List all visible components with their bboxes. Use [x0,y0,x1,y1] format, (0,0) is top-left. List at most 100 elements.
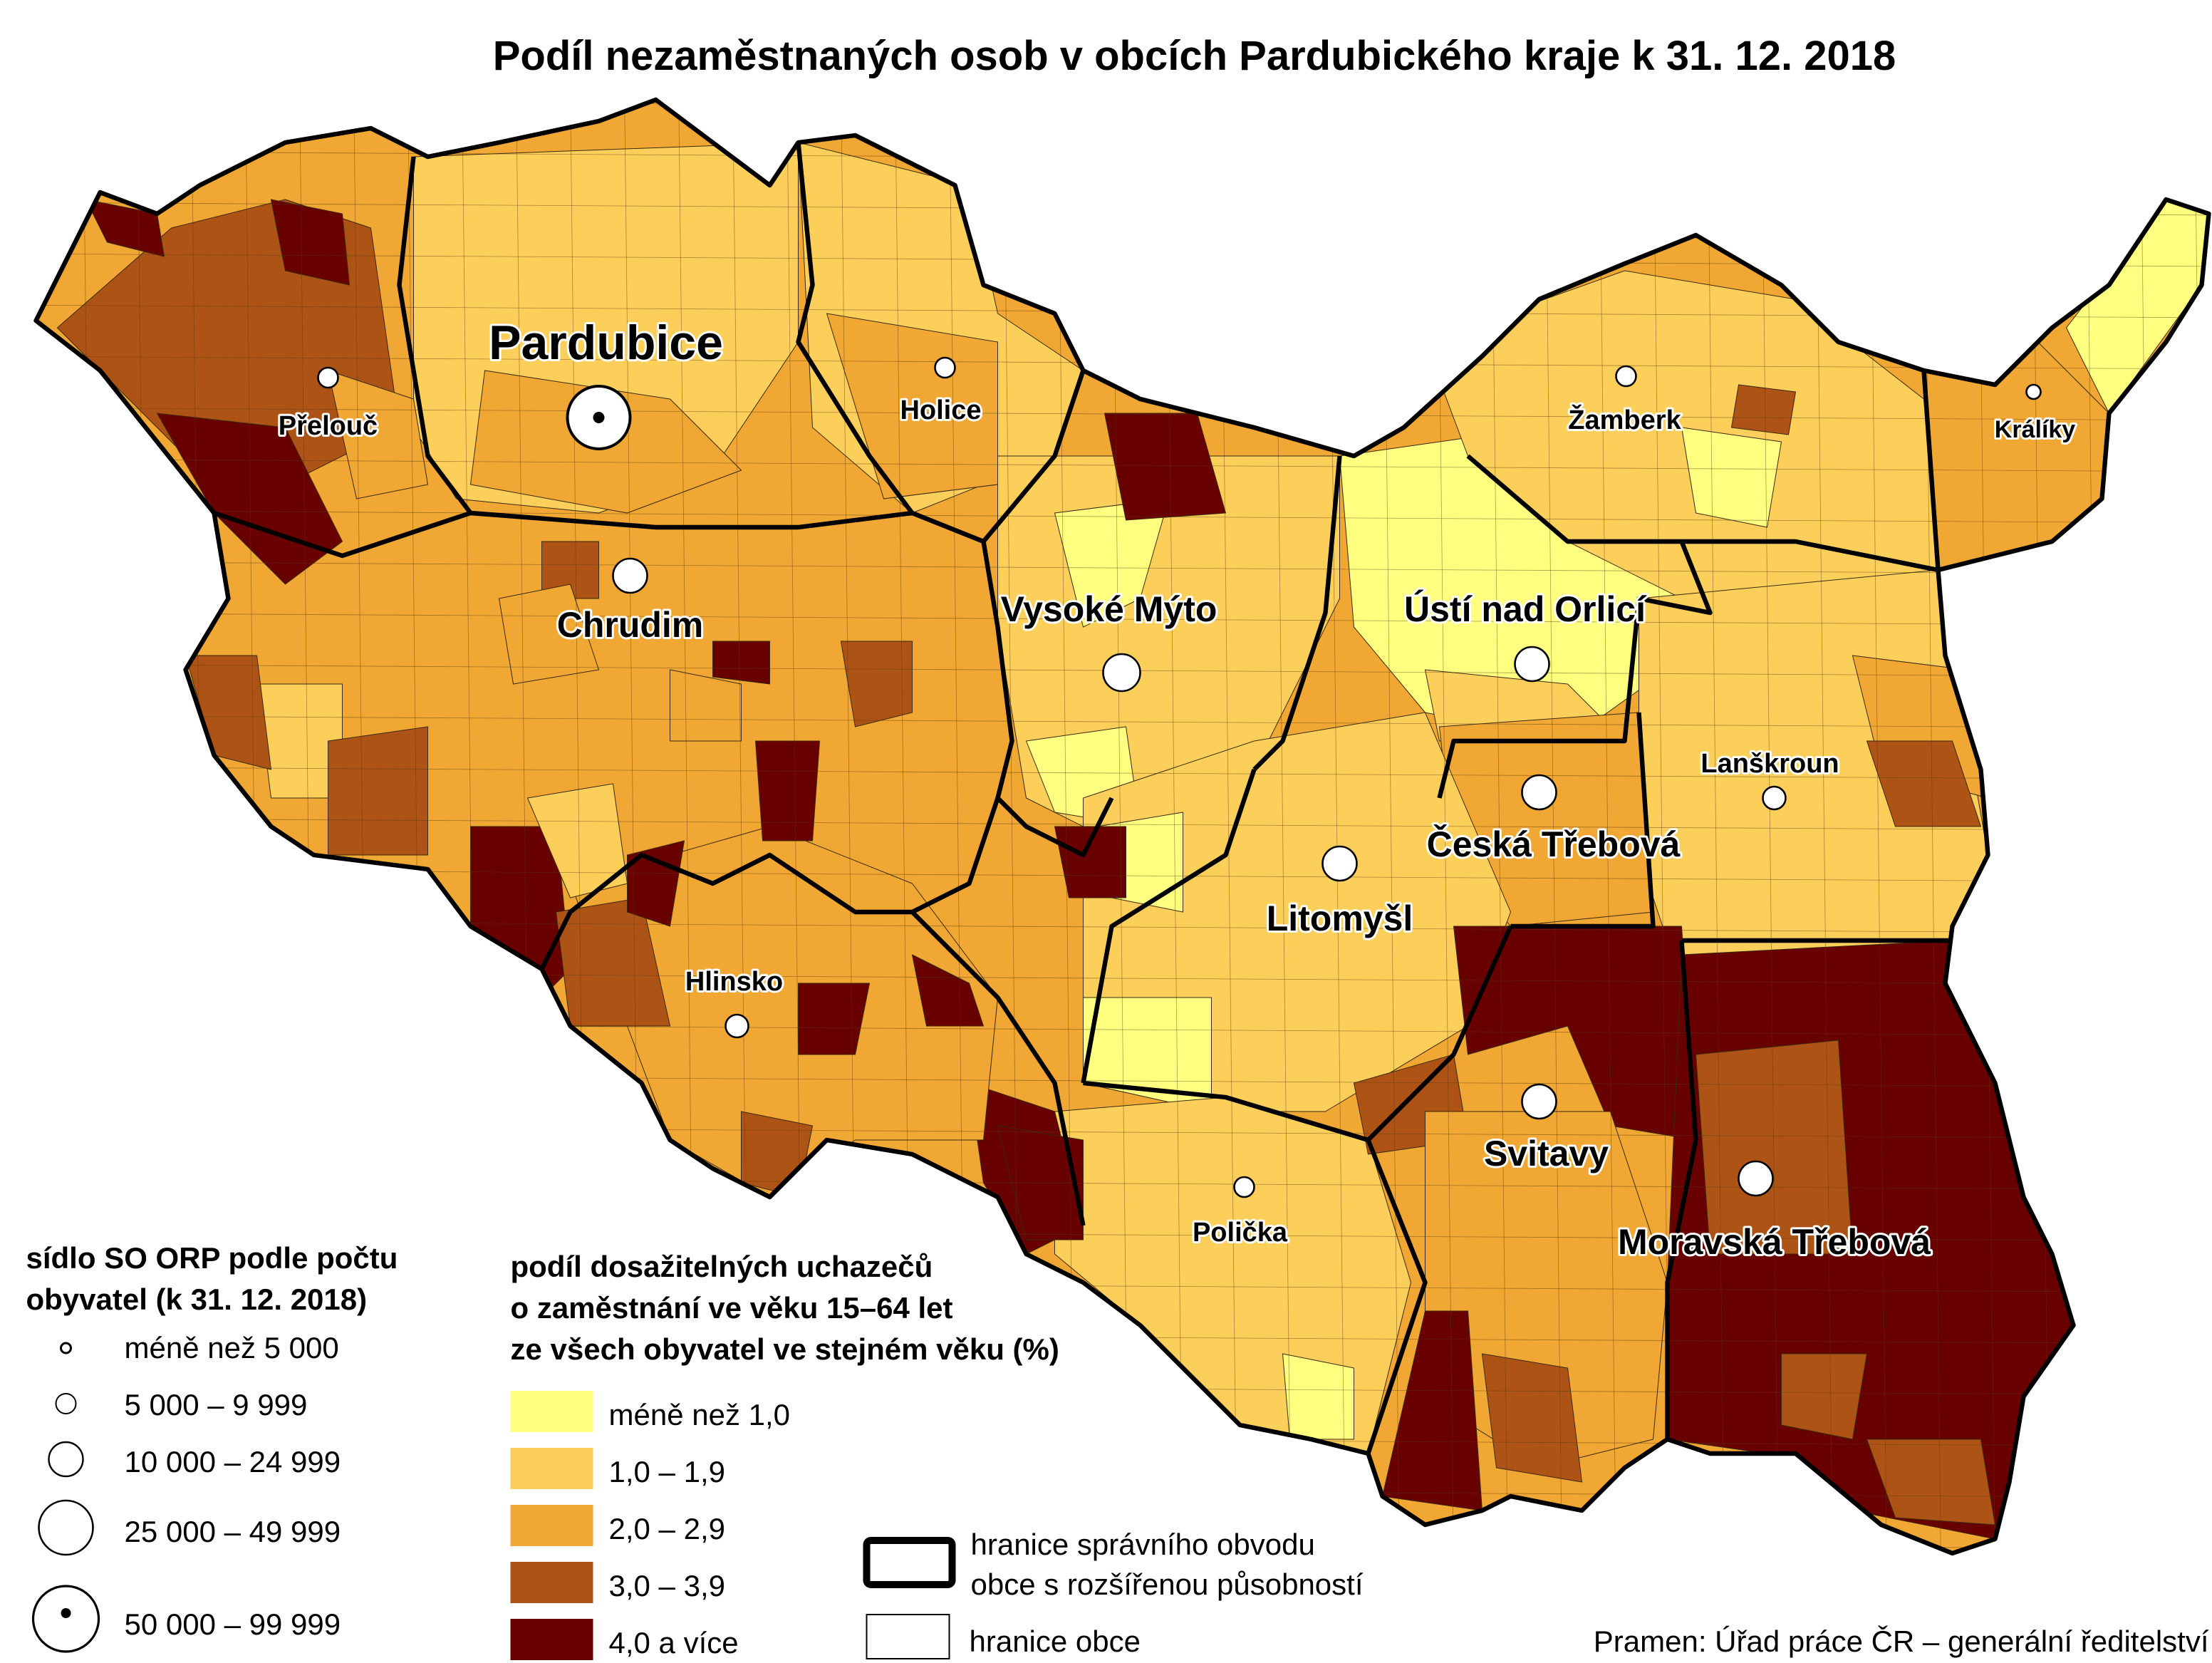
municipality-area [541,541,599,599]
legend-share-title-3: ze všech obyvatel ve stejném věku (%) [511,1332,1059,1366]
legend-circle-xl [31,1585,100,1653]
municipality-area [556,897,670,1027]
municipality-border [1815,100,1833,1553]
city-label-chrudim: Chrudim [557,605,704,645]
city-marker-policka [1233,1176,1255,1198]
municipality-area [527,783,628,898]
city-label-moravska-trebova: Moravská Třebová [1618,1222,1931,1262]
municipality-border [2194,100,2209,1553]
legend-orp-border-label-1: hranice správního obvodu [971,1528,1315,1561]
legend-share-item: 4,0 a více [609,1626,739,1659]
legend-size-item: méně než 5 000 [125,1331,339,1364]
city-label-hlinsko: Hlinsko [685,967,783,997]
municipality-area [499,584,599,685]
municipality-area [841,641,913,727]
municipality-border [36,509,2209,524]
municipality-border [36,407,2209,421]
city-marker-prelouc [317,366,339,389]
city-marker-holice [934,356,956,379]
legend-circle-xl-dot [61,1608,71,1618]
municipality-border [36,100,2209,113]
city-label-usti-nad-orlici: Ústí nad Orlicí [1404,589,1647,629]
city-markers: Pardubice Přelouč Holice Chrudim Vysoké Mýto… [276,314,2077,1264]
legend-share-item: 3,0 – 3,9 [609,1569,725,1602]
city-label-ceska-trebova: Česká Třebová [1427,824,1681,864]
orp-border [1921,370,1941,571]
city-marker-kraliky [2025,383,2042,400]
municipality-area [328,726,428,856]
legend-orp-border-swatch [863,1537,956,1588]
city-marker-moravska-trebova [1738,1160,1774,1197]
municipality-area [1731,384,1796,435]
city-label-pardubice: Pardubice [489,316,723,370]
legend-size: sídlo SO ORP podle počtu obyvatel (k 31.… [26,1241,398,1653]
orp-border [1437,454,1713,799]
legend-size-item: 5 000 – 9 999 [125,1388,308,1421]
municipality-border [36,766,2209,780]
municipality-area [712,641,770,685]
municipality-area [1781,1353,1867,1440]
city-label-holice: Holice [900,395,981,425]
municipality-area [912,954,984,1027]
legend-share-title-1: podíl dosažitelných uchazečů [511,1250,933,1283]
orp-border [539,797,1000,970]
municipality-area [271,199,350,286]
legend-size-item: 50 000 – 99 999 [125,1607,341,1641]
legend-municipality-border-label: hranice obce [970,1625,1141,1658]
municipality-area [627,840,685,927]
legend-circle-s [55,1393,77,1414]
orp-border [1252,455,1342,772]
city-label-zamberk: Žamberk [1568,404,1681,435]
legend-circle-l [38,1499,94,1556]
legend-municipality-border-swatch [866,1614,950,1659]
legend-swatch-class-2 [510,1448,593,1489]
orp-border [1366,925,1513,1142]
map-title: Podíl nezaměstnaných osob v obcích Pardu… [493,33,1896,79]
city-label-prelouc: Přelouč [279,411,378,441]
legend-share-item: 1,0 – 1,9 [609,1455,725,1488]
municipality-border [36,612,2209,626]
orp-border [1081,768,1257,1084]
municipality-area [1696,1040,1853,1255]
municipality-border [36,817,2209,832]
legend-orp-border-label-2: obce s rozšířenou působností [971,1568,1364,1601]
municipality-area [85,199,165,257]
city-label-lanskroun: Lanškroun [1700,749,1839,779]
source-note: Pramen: Úřad práce ČR – generální ředite… [1594,1625,2209,1658]
legend-swatch-class-3 [510,1505,593,1546]
legend-share: podíl dosažitelných uchazečů o zaměstnán… [510,1250,1059,1660]
orp-border [796,142,1086,544]
municipality-area [1054,826,1126,898]
municipality-area [570,826,998,1198]
city-marker-dot [593,412,605,423]
legend-swatch-class-1 [510,1391,593,1432]
municipality-area [1104,413,1226,521]
orp-border [1681,539,1939,573]
orp-borders [213,142,1953,1455]
legend-size-title-2: obyvatel (k 31. 12. 2018) [26,1283,368,1316]
municipality-area [1054,1097,1411,1454]
municipality-area [741,1111,813,1198]
municipality-border [1707,100,1725,1553]
municipality-area [1866,740,1981,827]
municipality-border [36,458,2209,472]
municipality-area [755,740,820,841]
legend-size-title-1: sídlo SO ORP podle počtu [26,1241,398,1275]
city-marker-vysoke-myto [1102,653,1141,693]
municipality-area [997,1125,1084,1240]
legend-circle-m [48,1441,84,1478]
orp-border [1665,940,1698,1439]
city-marker-litomysl [1322,845,1358,882]
municipality-border [36,561,2209,575]
municipality-border [1544,100,1562,1553]
legend-share-item: méně než 1,0 [609,1398,791,1431]
legend-size-item: 25 000 – 49 999 [125,1515,341,1548]
municipality-area [1681,427,1782,528]
city-marker-hlinsko [725,1013,749,1039]
legend-swatch-class-5 [510,1619,593,1660]
municipality-area [670,669,742,742]
city-marker-chrudim [612,557,648,594]
city-marker-lanskroun [1762,785,1787,811]
